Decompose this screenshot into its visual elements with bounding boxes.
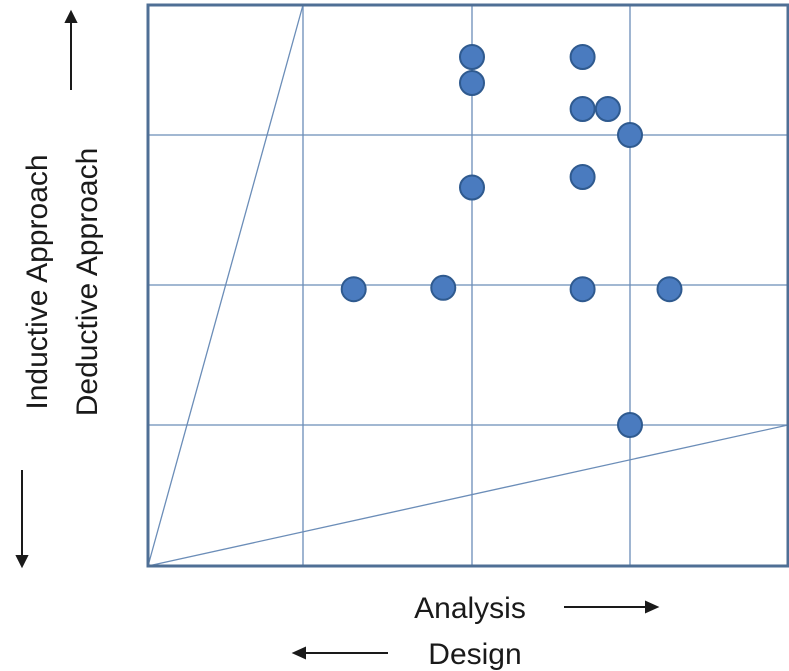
x-axis-label-secondary: Design — [428, 638, 521, 671]
diagonal-line — [147, 4, 304, 567]
data-point — [459, 174, 485, 201]
data-point — [617, 412, 643, 438]
y-axis-label-secondary: Inductive Approach — [21, 154, 54, 409]
data-points — [340, 44, 683, 438]
down-arrow-icon — [15, 470, 29, 569]
data-point — [594, 96, 621, 122]
diagonal-line — [147, 424, 789, 567]
data-point — [430, 274, 457, 301]
data-point — [459, 70, 485, 96]
x-axis-label-primary: Analysis — [414, 592, 526, 625]
data-point — [569, 276, 596, 303]
data-point — [617, 122, 643, 148]
data-point — [569, 44, 596, 70]
data-point — [459, 44, 485, 70]
data-point — [569, 164, 596, 190]
up-arrow-icon — [64, 9, 78, 90]
data-point — [656, 276, 683, 303]
data-point — [340, 276, 367, 303]
left-arrow-icon — [291, 646, 388, 660]
plot-frame — [146, 3, 789, 568]
data-point — [569, 96, 596, 122]
right-arrow-icon — [564, 600, 660, 614]
y-axis-label-primary: Deductive Approach — [71, 148, 104, 417]
diagonal-lines — [147, 4, 789, 567]
